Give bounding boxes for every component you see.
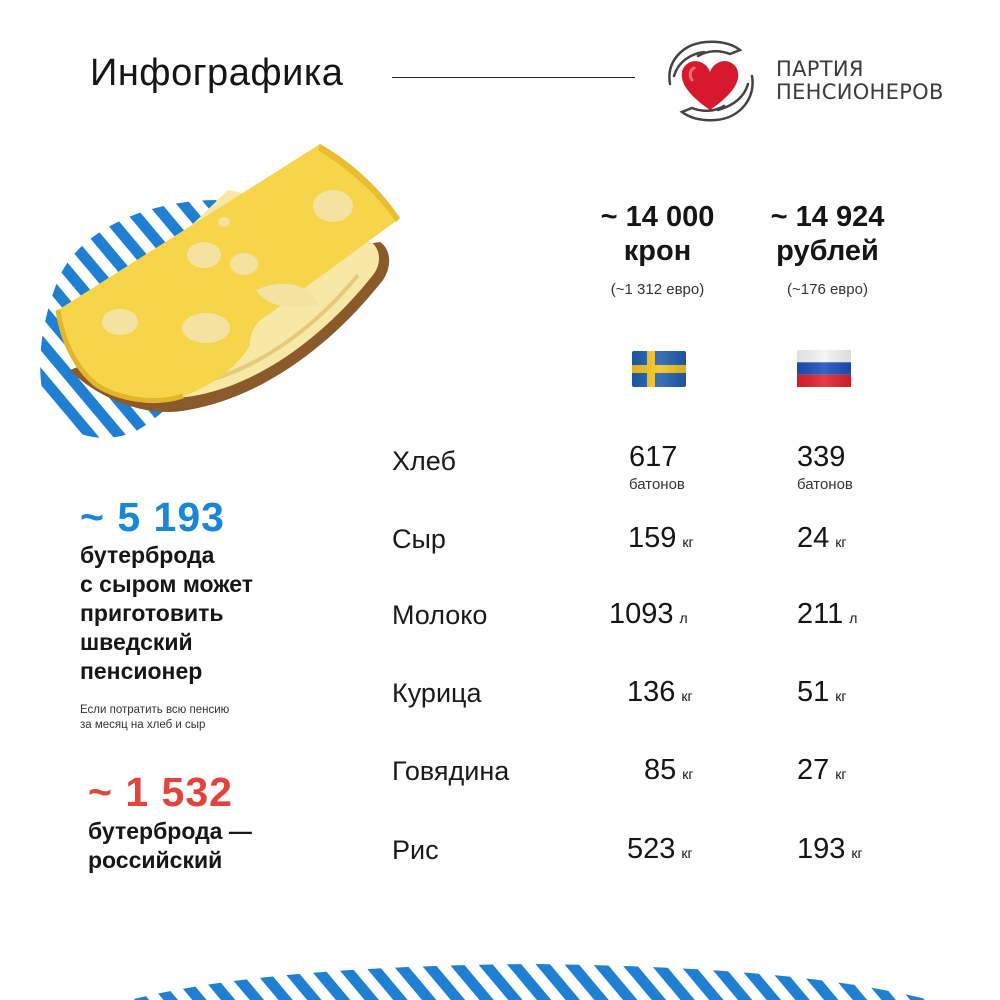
- header-divider: [392, 77, 635, 78]
- sweden-chicken-value: 136: [627, 676, 676, 708]
- decorative-stripes: [130, 964, 930, 1000]
- page-title: Инфографика: [90, 52, 344, 94]
- logo-text: ПАРТИЯ ПЕНСИОНЕРОВ: [776, 58, 944, 104]
- russia-euro-equivalent: (~176 евро): [787, 281, 868, 298]
- caption-line: бутерброда: [80, 542, 215, 568]
- russia-milk-value: 211: [797, 598, 844, 630]
- russia-chicken-row: 51 кг: [797, 676, 847, 709]
- caption-line: пенсионер: [80, 658, 203, 684]
- caption-line: шведский: [80, 629, 193, 655]
- russia-sandwich-caption: бутерброда — российский: [88, 817, 348, 875]
- unit-label: л: [679, 610, 688, 626]
- caption-line: бутерброда —: [88, 818, 252, 844]
- russia-flag-icon: [797, 350, 851, 387]
- caption-line: российский: [88, 847, 223, 873]
- caption-line: с сыром может: [80, 571, 254, 597]
- cheese-sandwich-illustration: [40, 144, 400, 438]
- sweden-milk-value: 1093: [609, 598, 674, 630]
- unit-label: кг: [682, 766, 694, 782]
- footnote-line: за месяц на хлеб и сыр: [80, 719, 206, 731]
- sweden-rice-value: 523: [627, 833, 676, 865]
- item-name-chicken: Курица: [392, 678, 482, 708]
- russia-amount-value: ~ 14 924: [770, 201, 885, 233]
- unit-label: кг: [681, 845, 693, 861]
- sweden-cheese-row: 159 кг: [628, 522, 694, 555]
- sweden-currency: крон: [623, 235, 692, 267]
- unit-label: кг: [835, 534, 847, 550]
- unit-label: кг: [681, 688, 693, 704]
- russia-cheese-value: 24: [797, 522, 830, 554]
- heart-hands-icon: [668, 40, 754, 122]
- sweden-flag-icon: [632, 351, 686, 387]
- russia-rice-value: 193: [797, 833, 846, 865]
- sweden-cheese-value: 159: [628, 522, 677, 554]
- russia-rice-row: 193 кг: [797, 833, 863, 866]
- sweden-chicken-row: 136 кг: [627, 676, 693, 709]
- item-name-milk: Молоко: [392, 600, 488, 630]
- sweden-beef-row: 85 кг: [644, 754, 694, 787]
- logo-line-1: ПАРТИЯ: [776, 57, 864, 81]
- caption-line: приготовить: [80, 600, 224, 626]
- sweden-bread-unit: батонов: [629, 476, 685, 493]
- item-name-rice: Рис: [392, 835, 439, 865]
- sweden-sandwich-caption: бутерброда с сыром может приготовить шве…: [80, 541, 380, 686]
- russia-currency: рублей: [776, 235, 879, 267]
- russia-sandwich-count: ~ 1 532: [88, 769, 233, 815]
- unit-label: кг: [682, 534, 694, 550]
- sweden-bread-value: 617: [629, 441, 678, 473]
- sweden-amount-value: ~ 14 000: [600, 201, 715, 233]
- unit-label: кг: [851, 845, 863, 861]
- unit-label: кг: [835, 766, 847, 782]
- russia-cheese-row: 24 кг: [797, 522, 847, 555]
- footnote: Если потратить всю пенсию за месяц на хл…: [80, 703, 300, 733]
- unit-label: л: [849, 610, 858, 626]
- russia-bread-unit: батонов: [797, 476, 853, 493]
- russia-pension-amount: ~ 14 924 рублей: [735, 200, 920, 268]
- sweden-pension-amount: ~ 14 000 крон: [565, 200, 750, 268]
- footnote-line: Если потратить всю пенсию: [80, 704, 230, 716]
- sweden-euro-equivalent: (~1 312 евро): [610, 281, 705, 298]
- sweden-beef-value: 85: [644, 754, 677, 786]
- item-name-beef: Говядина: [392, 756, 510, 786]
- item-name-bread: Хлеб: [392, 446, 456, 476]
- item-name-cheese: Сыр: [392, 524, 446, 554]
- russia-bread-value: 339: [797, 441, 846, 473]
- russia-beef-row: 27 кг: [797, 754, 847, 787]
- sweden-milk-row: 1093 л: [609, 598, 688, 631]
- sweden-rice-row: 523 кг: [627, 833, 693, 866]
- russia-milk-row: 211 л: [797, 598, 857, 631]
- sweden-sandwich-count: ~ 5 193: [80, 494, 225, 540]
- russia-beef-value: 27: [797, 754, 830, 786]
- logo-line-2: ПЕНСИОНЕРОВ: [776, 80, 944, 104]
- unit-label: кг: [835, 688, 847, 704]
- russia-chicken-value: 51: [797, 676, 830, 708]
